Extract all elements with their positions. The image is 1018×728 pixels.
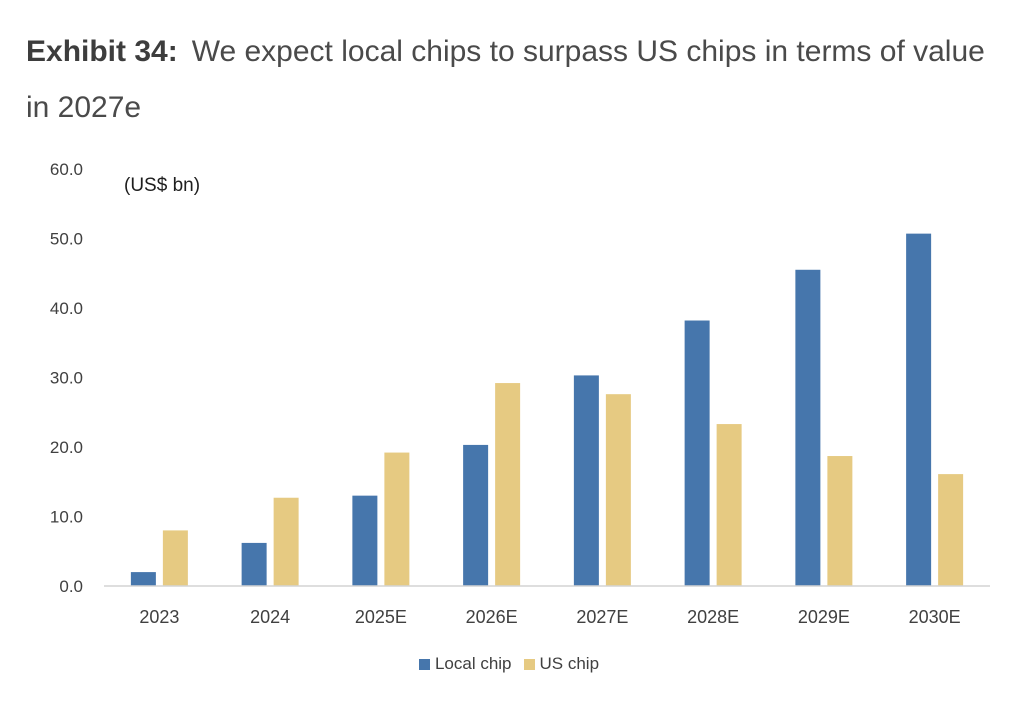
x-tick-label: 2025E bbox=[355, 607, 407, 627]
y-tick-label: 50.0 bbox=[50, 230, 83, 249]
y-tick-label: 20.0 bbox=[50, 438, 83, 457]
x-tick-label: 2029E bbox=[798, 607, 850, 627]
bar-local-chip-2024 bbox=[241, 542, 267, 586]
bar-us-chip-2023 bbox=[162, 530, 188, 586]
y-tick-label: 10.0 bbox=[50, 508, 83, 527]
bar-local-chip-2028e bbox=[684, 320, 710, 586]
legend-swatch bbox=[418, 658, 430, 670]
chart-title: Exhibit 34: We expect local chips to surp… bbox=[26, 24, 1001, 136]
legend-label: US chip bbox=[539, 654, 600, 673]
y-axis: 0.0 10.0 20.0 30.0 40.0 50.0 60.0 bbox=[50, 160, 83, 596]
legend-item: Local chip bbox=[418, 654, 512, 674]
bar-us-chip-2024 bbox=[273, 497, 299, 586]
bar-us-chip-2030e bbox=[938, 474, 964, 586]
bar-chart: 0.0 10.0 20.0 30.0 40.0 50.0 60.0 (US$ bn) 202… bbox=[50, 160, 990, 627]
bar-us-chip-2028e bbox=[716, 424, 742, 586]
bar-local-chip-2023 bbox=[130, 572, 156, 586]
bar-local-chip-2025e bbox=[352, 495, 378, 586]
y-tick-label: 0.0 bbox=[59, 577, 83, 596]
unit-label: (US$ bn) bbox=[124, 175, 200, 196]
title-text: We expect local chips to surpass US chip… bbox=[26, 35, 985, 124]
x-tick-label: 2023 bbox=[139, 607, 179, 627]
bar-us-chip-2029e bbox=[827, 456, 853, 586]
bar-us-chip-2027e bbox=[605, 394, 631, 586]
legend: Local chip US chip bbox=[0, 654, 1018, 675]
x-tick-label: 2027E bbox=[576, 607, 628, 627]
x-tick-label: 2028E bbox=[687, 607, 739, 627]
x-tick-label: 2024 bbox=[250, 607, 290, 627]
legend-item: US chip bbox=[523, 654, 600, 674]
bar-us-chip-2026e bbox=[495, 383, 521, 586]
x-tick-label: 2026E bbox=[466, 607, 518, 627]
x-axis: 2023 2024 2025E 2026E 2027E 2028E 2029E 2030E bbox=[139, 607, 960, 627]
bar-local-chip-2026e bbox=[463, 444, 489, 586]
x-tick-label: 2030E bbox=[909, 607, 961, 627]
y-tick-label: 30.0 bbox=[50, 369, 83, 388]
legend-swatch bbox=[523, 658, 535, 670]
y-tick-label: 40.0 bbox=[50, 299, 83, 318]
bar-local-chip-2027e bbox=[573, 375, 599, 586]
bar-local-chip-2029e bbox=[795, 269, 821, 586]
bar-series bbox=[130, 233, 964, 586]
bar-us-chip-2025e bbox=[384, 452, 410, 586]
y-tick-label: 60.0 bbox=[50, 160, 83, 179]
bar-local-chip-2030e bbox=[906, 233, 932, 586]
legend-label: Local chip bbox=[434, 654, 512, 673]
exhibit-label: Exhibit 34: bbox=[26, 35, 178, 68]
